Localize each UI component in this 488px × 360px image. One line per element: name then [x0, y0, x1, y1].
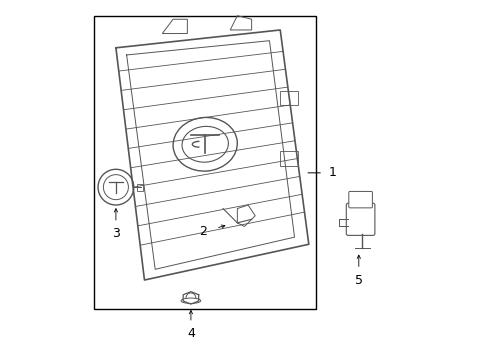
Circle shape [185, 293, 195, 303]
Ellipse shape [98, 169, 134, 205]
Text: 4: 4 [186, 327, 194, 340]
Ellipse shape [182, 126, 228, 162]
Text: 3: 3 [112, 227, 120, 240]
Ellipse shape [173, 117, 237, 171]
Text: 5: 5 [354, 274, 362, 287]
Text: 2: 2 [199, 225, 207, 238]
Ellipse shape [181, 298, 201, 303]
Bar [94, 16, 315, 309]
FancyBboxPatch shape [348, 192, 372, 208]
FancyBboxPatch shape [346, 203, 374, 235]
Ellipse shape [103, 175, 128, 200]
Text: 1: 1 [328, 166, 336, 179]
Bar [137, 184, 142, 191]
